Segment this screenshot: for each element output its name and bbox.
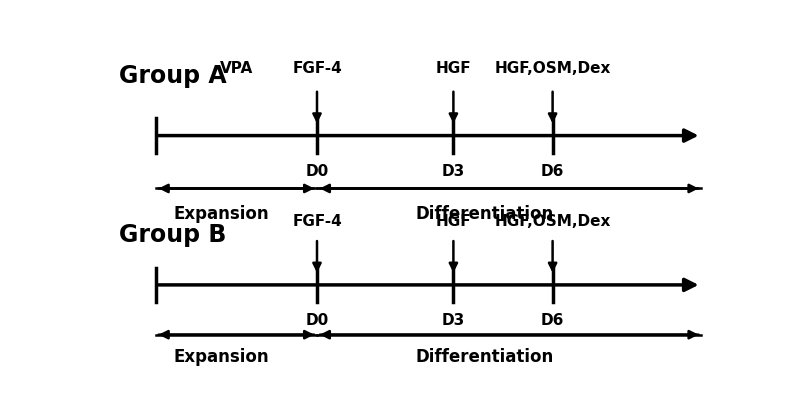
Text: Differentiation: Differentiation: [415, 205, 554, 223]
Text: Group A: Group A: [118, 64, 226, 88]
Text: HGF,OSM,Dex: HGF,OSM,Dex: [494, 61, 610, 76]
Text: FGF-4: FGF-4: [292, 61, 342, 76]
Text: FGF-4: FGF-4: [292, 214, 342, 229]
Text: D0: D0: [306, 164, 329, 179]
Text: Expansion: Expansion: [173, 348, 269, 366]
Text: HGF: HGF: [435, 61, 471, 76]
Text: VPA: VPA: [220, 61, 253, 76]
Text: Differentiation: Differentiation: [415, 348, 554, 366]
Text: HGF: HGF: [435, 214, 471, 229]
Text: D3: D3: [442, 164, 465, 179]
Text: Expansion: Expansion: [173, 205, 269, 223]
Text: D0: D0: [306, 313, 329, 328]
Text: D6: D6: [541, 164, 564, 179]
Text: Group B: Group B: [118, 223, 226, 247]
Text: D6: D6: [541, 313, 564, 328]
Text: HGF,OSM,Dex: HGF,OSM,Dex: [494, 214, 610, 229]
Text: D3: D3: [442, 313, 465, 328]
